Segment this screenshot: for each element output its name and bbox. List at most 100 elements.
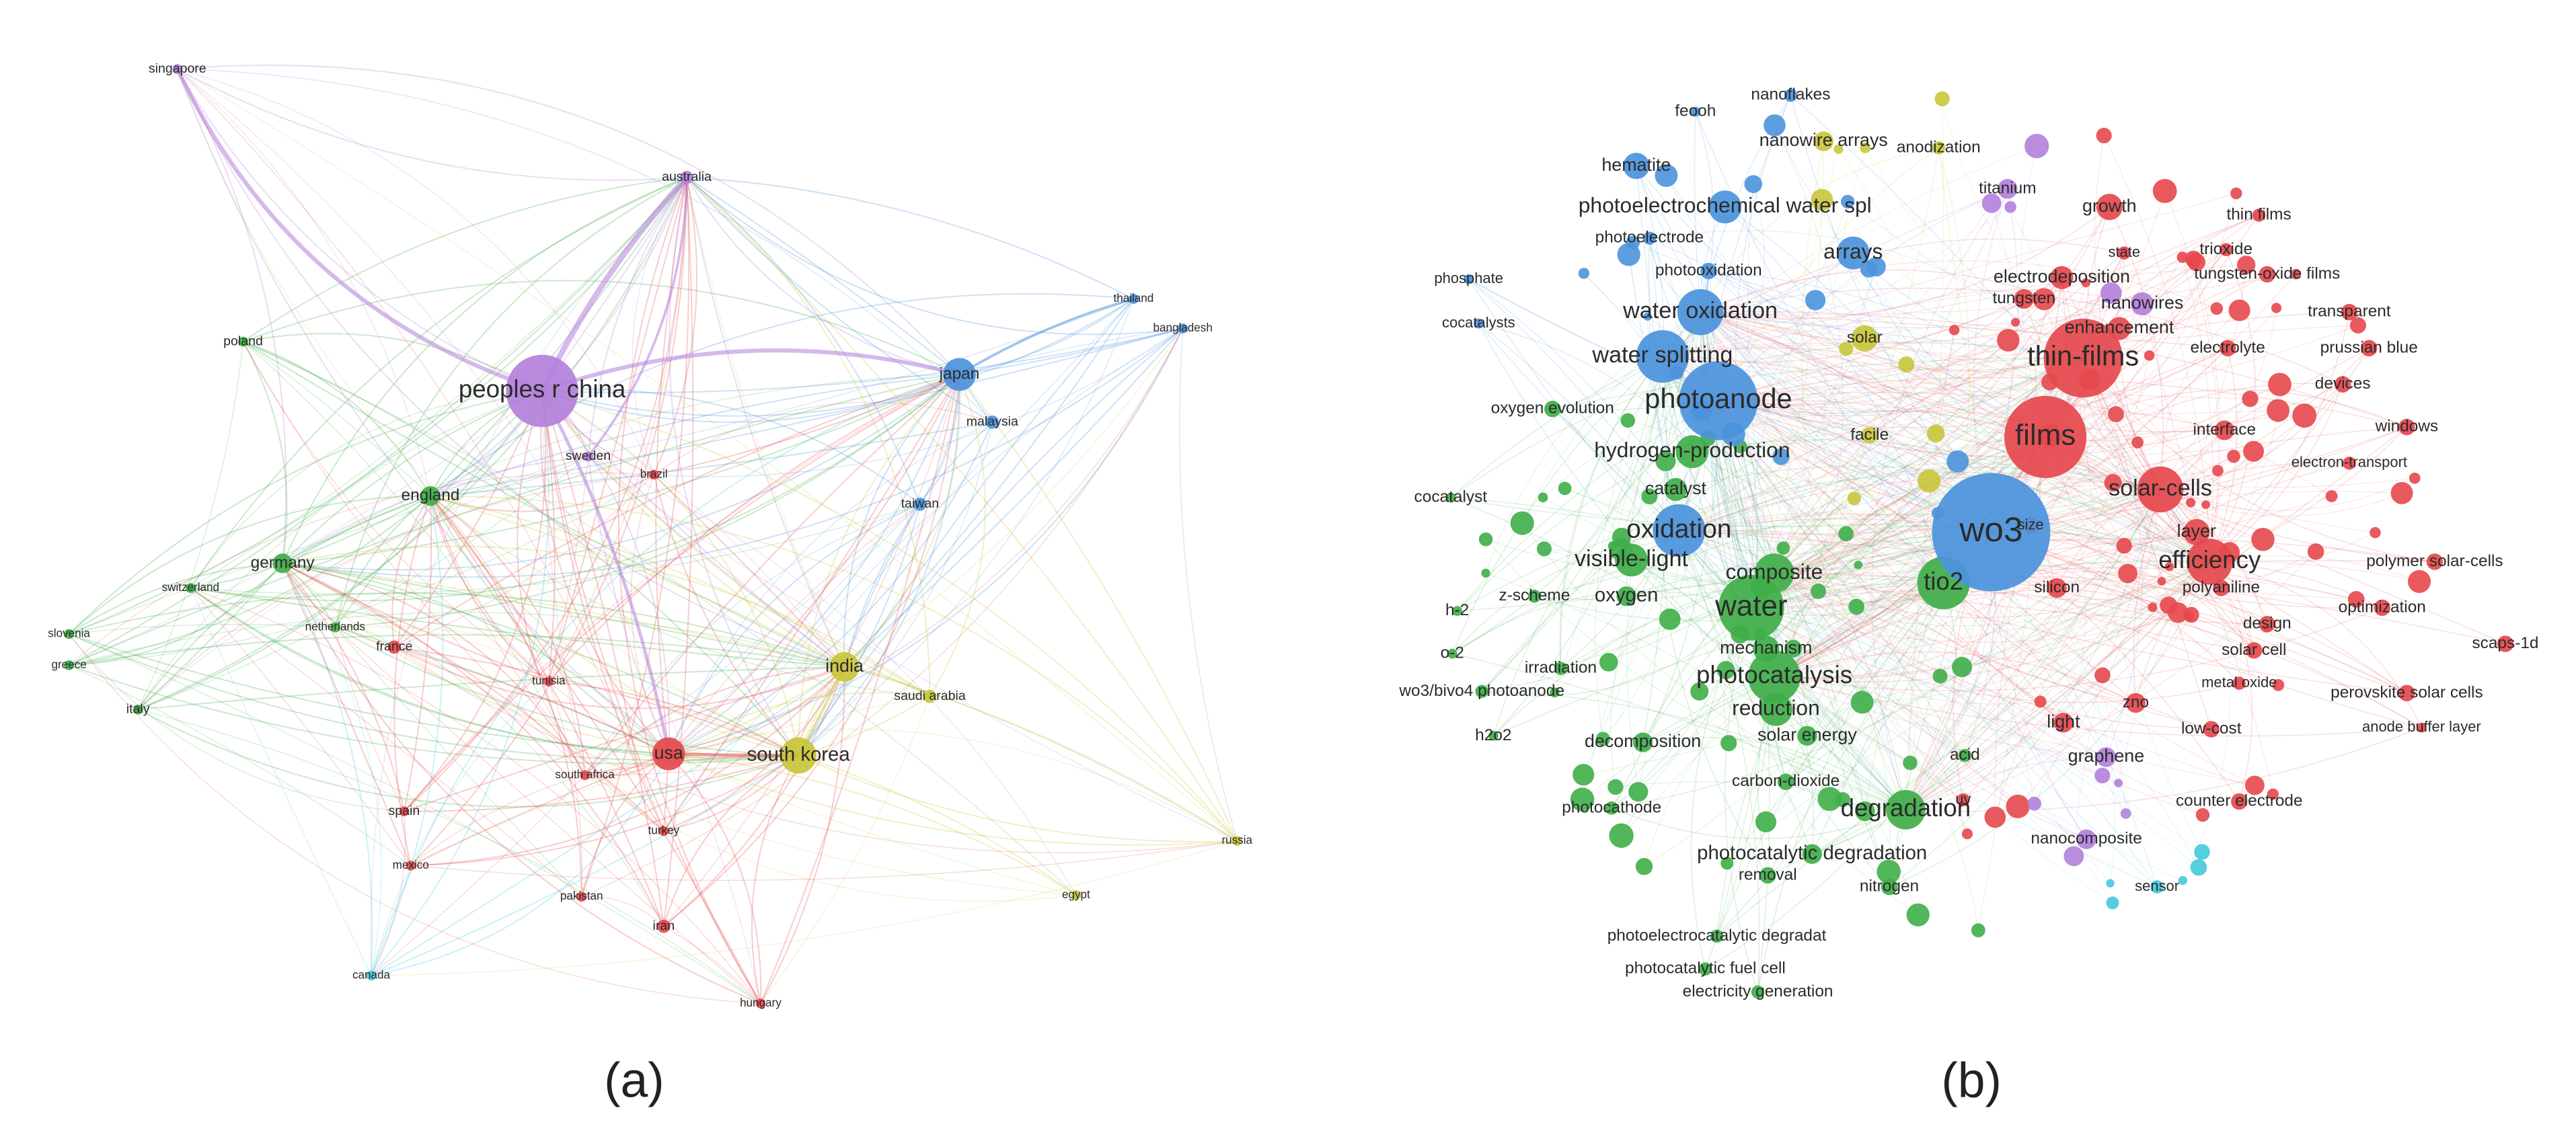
node <box>2426 553 2444 570</box>
edge <box>798 754 1077 896</box>
edge <box>1718 391 2225 431</box>
edge <box>430 177 687 497</box>
edge <box>630 474 669 754</box>
edge <box>1761 561 2210 627</box>
edge <box>1961 489 2161 668</box>
edge <box>137 495 431 710</box>
node <box>2228 299 2250 321</box>
edge <box>137 474 654 710</box>
edge <box>1718 400 2407 694</box>
node <box>1898 356 1915 372</box>
edge <box>394 646 799 756</box>
edge <box>760 374 960 1004</box>
edge <box>1774 340 2009 574</box>
node <box>1595 732 1610 746</box>
node <box>2212 465 2224 477</box>
edge <box>632 177 687 475</box>
edge <box>541 391 761 1004</box>
edge <box>1774 573 1844 800</box>
edge <box>654 327 1184 477</box>
node-label: decomposition <box>1585 731 1701 751</box>
edge <box>1751 481 2113 608</box>
node-label: solar cell <box>2222 641 2286 659</box>
edge <box>1678 530 1890 888</box>
node <box>913 498 927 511</box>
edge <box>1767 561 2210 876</box>
edge <box>580 753 669 897</box>
edge <box>1774 538 2435 574</box>
edge <box>1905 582 1957 810</box>
edge <box>1774 566 2170 679</box>
node <box>1776 541 1790 555</box>
edge <box>1718 280 2061 405</box>
edge <box>1661 311 1768 876</box>
edge <box>430 456 589 497</box>
node <box>1475 684 1488 699</box>
edge <box>2102 489 2161 676</box>
edge <box>403 496 432 812</box>
edge <box>1751 149 1840 608</box>
edge <box>2193 259 2221 562</box>
edge <box>430 496 669 754</box>
edge <box>1991 193 2237 533</box>
edge <box>1662 356 2250 399</box>
edge <box>663 754 799 832</box>
node <box>1599 653 1618 672</box>
node <box>2117 246 2131 260</box>
edge <box>1582 676 1775 800</box>
edge <box>1716 357 2084 937</box>
node <box>172 64 183 74</box>
edge <box>584 374 960 776</box>
edge <box>1774 496 2332 575</box>
edge <box>1751 607 2273 795</box>
edge <box>2160 384 2343 490</box>
node-label: metal oxide <box>2201 674 2277 691</box>
node-label: germany <box>251 553 315 572</box>
edge <box>1451 513 2210 654</box>
edge <box>1774 587 2057 679</box>
node <box>2390 481 2413 504</box>
edge <box>1889 489 2161 888</box>
node <box>1481 568 1490 578</box>
edge <box>1774 348 2228 574</box>
node <box>829 652 860 682</box>
node <box>1616 586 1636 606</box>
node <box>2219 243 2233 257</box>
edge <box>2045 389 2407 438</box>
node <box>1997 329 2020 352</box>
edge <box>1679 252 2125 531</box>
edge <box>1943 582 2136 704</box>
edge <box>242 341 665 832</box>
node <box>1544 401 1561 418</box>
edge <box>1700 311 2035 804</box>
node <box>2409 472 2421 484</box>
edge <box>1642 489 2161 743</box>
node <box>2341 303 2358 321</box>
edge <box>1665 461 2210 563</box>
edge <box>958 374 1238 842</box>
node-label: photoelectrode <box>1595 229 1704 247</box>
edge <box>1774 573 2113 904</box>
node <box>1447 648 1457 659</box>
edge <box>1679 530 1907 810</box>
node <box>1847 491 1861 506</box>
edge <box>1774 329 1955 677</box>
node <box>2100 282 2122 304</box>
edge <box>1678 530 1813 855</box>
node <box>64 660 74 670</box>
node <box>2244 775 2265 795</box>
node-label: photoelectrocatalytic degradat <box>1607 927 1827 945</box>
edge <box>617 177 761 1004</box>
edge <box>371 681 550 976</box>
edge <box>1552 357 2084 409</box>
node <box>652 737 685 771</box>
node-label: hematite <box>1601 155 1671 175</box>
edge <box>1612 489 2161 809</box>
edge <box>1774 573 2111 884</box>
edge <box>177 69 431 496</box>
node-label: removal <box>1739 865 1797 883</box>
node <box>1836 236 1870 270</box>
node-label: slovenia <box>48 627 90 639</box>
node <box>1573 764 1595 786</box>
edge <box>1662 342 2218 471</box>
